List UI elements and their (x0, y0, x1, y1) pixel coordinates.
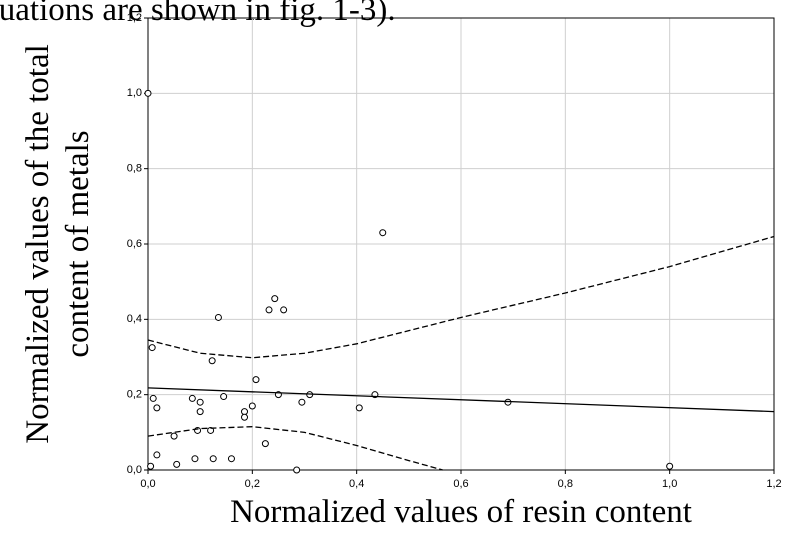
data-point (666, 462, 674, 470)
x-tick-label: 0,2 (245, 478, 260, 490)
x-tick-label: 0,0 (140, 478, 155, 490)
y-tick-label: 0,8 (127, 163, 142, 175)
data-point (271, 295, 279, 303)
data-point (252, 376, 260, 384)
x-tick-label: 0,6 (453, 478, 468, 490)
plot-frame (147, 17, 775, 471)
data-point (293, 466, 301, 474)
data-point (149, 394, 157, 402)
data-point (241, 413, 249, 421)
data-point (191, 455, 199, 463)
data-point (188, 394, 196, 402)
y-tick-label: 0,4 (127, 313, 142, 325)
data-point (298, 398, 306, 406)
data-point (227, 455, 235, 463)
data-point (148, 344, 156, 352)
data-point (153, 451, 161, 459)
y-axis-label: Normalized values of the total (20, 44, 56, 444)
data-point (196, 398, 204, 406)
data-point (170, 432, 178, 440)
data-point (207, 426, 215, 434)
data-point (248, 402, 256, 410)
data-point (196, 408, 204, 416)
regression-line (147, 387, 775, 413)
x-tick-label: 0,8 (558, 478, 573, 490)
data-point (265, 306, 273, 314)
data-point (208, 357, 216, 365)
x-tick-label: 1,0 (662, 478, 677, 490)
text-fragment: sion equations are shown in fig. 1-3). (0, 0, 396, 28)
confidence-band (147, 426, 443, 471)
confidence-band (147, 235, 775, 359)
y-tick-label: 0,2 (127, 389, 142, 401)
data-point (153, 404, 161, 412)
data-point (261, 440, 269, 448)
data-point (147, 462, 155, 470)
data-point (214, 313, 222, 321)
x-axis-label: Normalized values of resin content (230, 494, 692, 530)
data-point (220, 393, 228, 401)
y-tick-label: 1,0 (127, 87, 142, 99)
data-point (280, 306, 288, 314)
data-point (241, 408, 249, 416)
x-tick-label: 1,2 (766, 478, 781, 490)
y-tick-label: 1,2 (127, 12, 142, 24)
data-point (144, 89, 152, 97)
y-tick-label: 0,0 (127, 464, 142, 476)
data-point (379, 229, 387, 237)
data-point (209, 455, 217, 463)
data-point (355, 404, 363, 412)
y-tick-label: 0,6 (127, 238, 142, 250)
y-axis-label: content of metals (60, 130, 96, 357)
x-tick-label: 0,4 (349, 478, 364, 490)
data-point (173, 460, 181, 468)
